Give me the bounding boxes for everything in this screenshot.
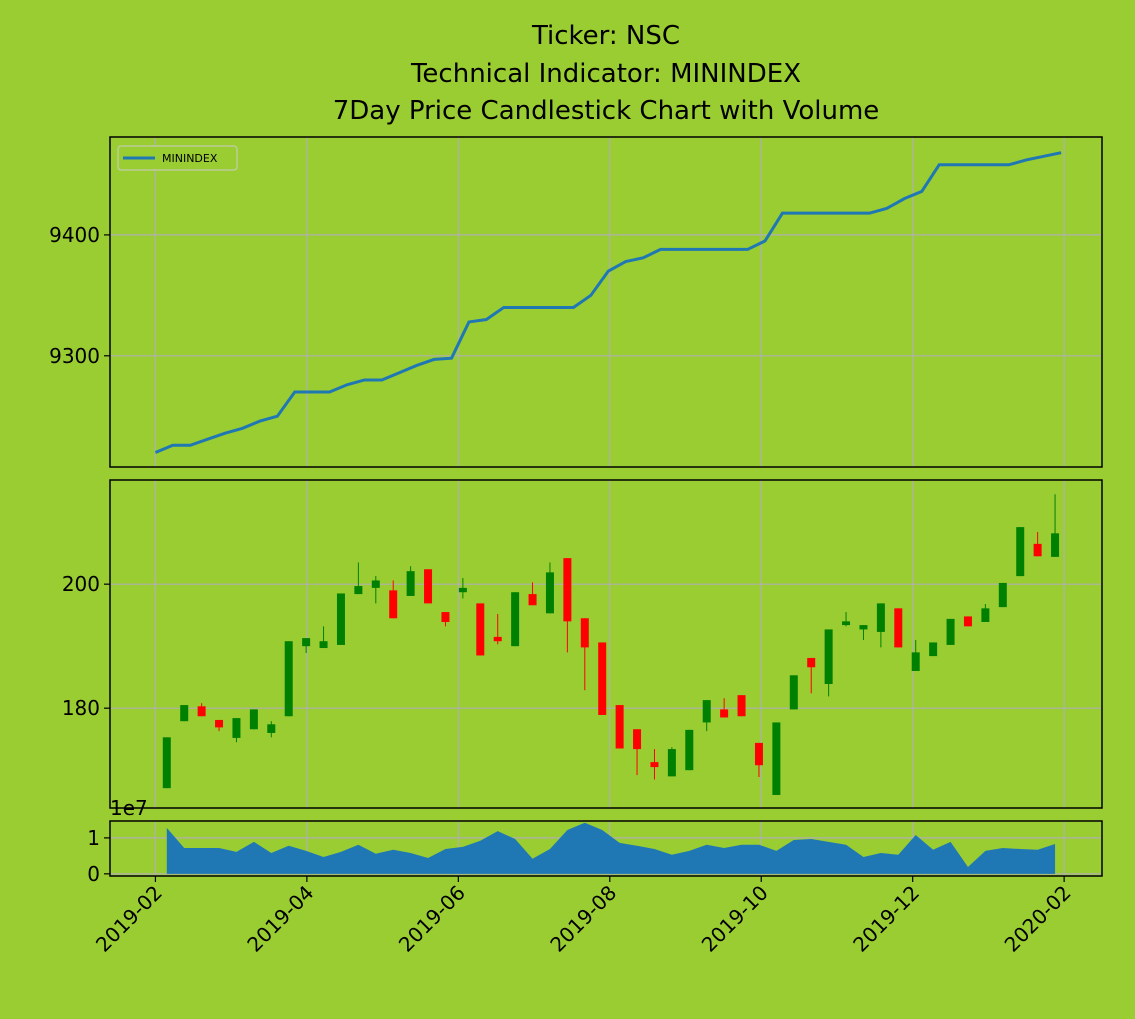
candle-body [789,675,798,710]
candle-body [1016,527,1025,577]
candle-body [650,762,659,768]
candle-body [319,641,328,649]
candle-body [842,621,851,626]
candle-body [824,629,833,684]
candle-body [302,638,311,647]
area [166,822,1056,874]
legend-label: MININDEX [162,152,218,165]
axes-frame [109,136,1103,468]
candle-body [284,641,293,717]
candle-body [249,709,258,730]
candle-body [580,618,589,648]
candle-body [894,608,903,648]
candle-body [371,580,380,588]
y-tick-label: 1 [87,826,100,850]
candle-body [720,709,729,718]
candle-body [180,705,189,722]
candle-body [946,618,955,645]
candle-body [963,616,972,627]
chart-title: Technical Indicator: MININDEX [410,59,801,89]
candle-body [528,594,537,606]
candle-body [772,722,781,795]
candle-body [876,603,885,632]
candle-body [667,749,676,777]
candle-body [336,593,345,645]
candle-body [685,729,694,771]
candle-body [859,625,868,630]
candle-body [1033,543,1042,557]
y-tick-label: 9400 [49,223,100,247]
axes-frame [109,479,1103,809]
chart-title: 7Day Price Candlestick Chart with Volume [333,96,880,126]
candle-body [406,571,415,596]
candle-body [598,642,607,715]
y-tick-label: 0 [87,862,100,886]
candle-body [807,657,816,668]
candle-body [354,586,363,595]
y-offset-label: 1e7 [110,796,148,820]
y-tick-label: 9300 [49,344,100,368]
candle-body [633,729,642,750]
candle-body [615,705,624,749]
legend-box [117,145,238,171]
candle-body [267,724,276,733]
candle-body [215,719,224,728]
line [154,151,1062,454]
candle-body [1051,533,1060,557]
chart-title: Ticker: NSC [531,21,680,51]
candle-body [424,569,433,604]
candle-body [998,582,1007,608]
candle-body [162,737,171,789]
y-tick-label: 180 [62,696,100,720]
candle-body [545,572,554,614]
y-tick-label: 200 [62,572,100,596]
candle-body [493,636,502,642]
candle-body [441,612,450,622]
candle-body [476,603,485,656]
candle-body [981,608,990,622]
candle-body [702,700,711,723]
candle-body [737,695,746,717]
candle-body [389,590,398,619]
candle-body [197,706,206,717]
candle-body [563,558,572,622]
candle-body [458,587,467,593]
candle-body [911,652,920,671]
axes-frame [109,820,1103,877]
candle-body [754,742,763,766]
candle-body [929,642,938,657]
candle-body [232,718,241,738]
candle-body [511,592,520,647]
